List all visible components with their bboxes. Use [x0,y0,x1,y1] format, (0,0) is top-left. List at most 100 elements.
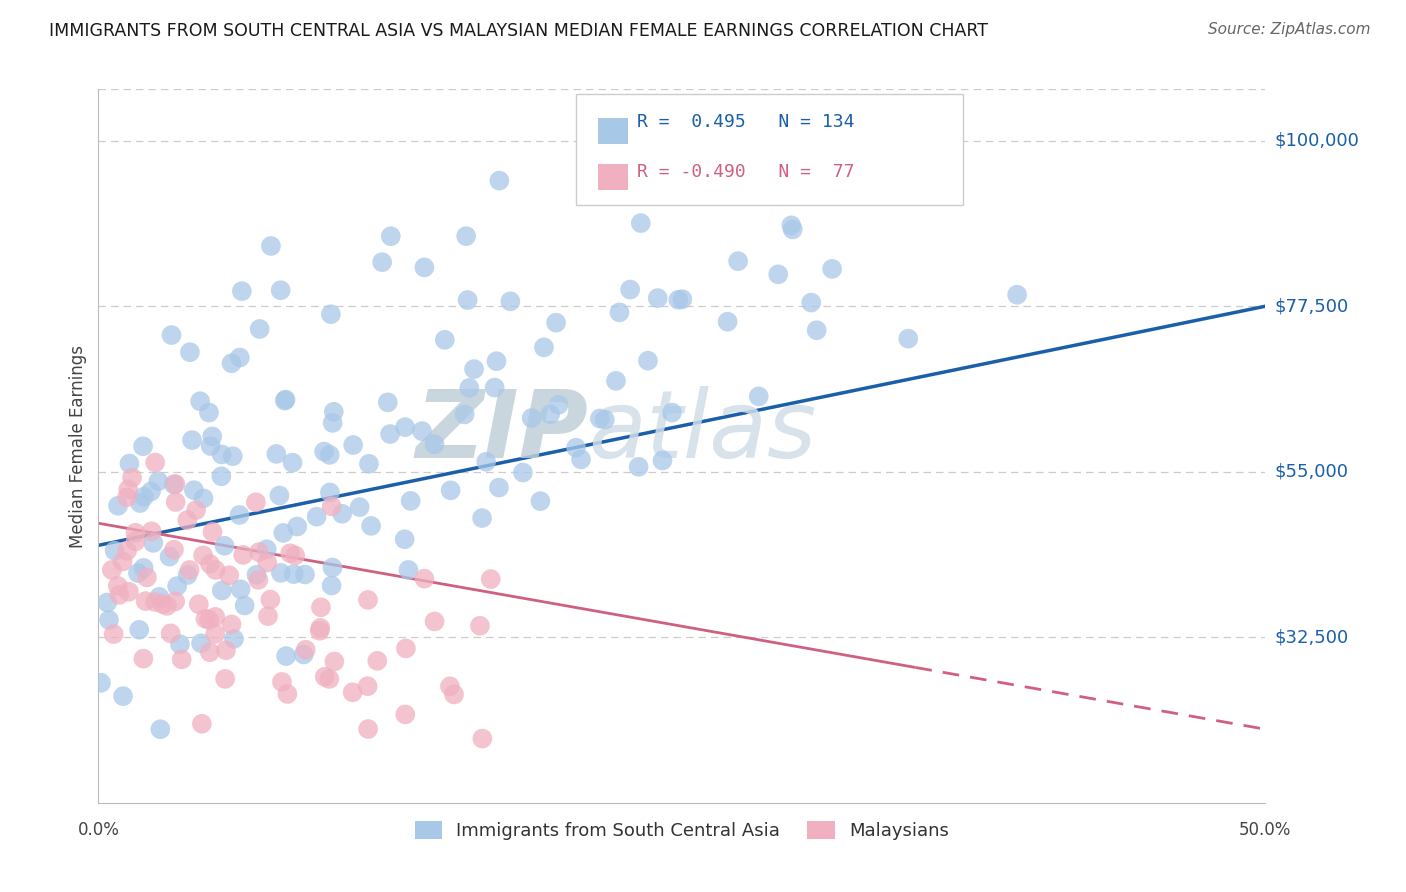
Point [191,716,214,731]
Text: 0.0%: 0.0% [77,822,120,839]
Point [274,649,297,664]
Point [318,448,340,462]
Point [394,533,416,547]
Point [169,637,191,651]
Point [330,507,353,521]
Point [160,328,183,343]
Point [132,439,155,453]
Point [565,441,588,455]
Point [274,393,297,408]
Point [211,583,233,598]
Point [90,675,112,690]
Point [96,595,118,609]
Point [156,599,179,613]
Point [270,566,292,580]
Point [294,567,316,582]
Point [98,613,121,627]
Point [200,439,222,453]
Point [232,548,254,562]
Text: $32,500: $32,500 [1275,628,1348,647]
Point [165,594,187,608]
Point [152,597,174,611]
Point [433,333,456,347]
Point [214,672,236,686]
Point [148,474,170,488]
Point [309,621,332,635]
Point [439,679,461,693]
Point [666,293,689,307]
Point [245,495,267,509]
Point [193,491,215,506]
Point [766,268,789,282]
Point [394,420,416,434]
Point [321,500,343,514]
Point [233,599,256,613]
Point [124,525,146,540]
Point [135,570,157,584]
Point [142,536,165,550]
Point [211,447,233,461]
Point [249,322,271,336]
Point [170,652,193,666]
Point [533,340,555,354]
Point [309,600,332,615]
Point [609,305,631,319]
Point [458,381,481,395]
Point [222,632,245,646]
Point [748,389,770,403]
Point [194,612,217,626]
Point [111,554,134,568]
Point [782,222,804,236]
Point [342,438,364,452]
Point [229,351,252,365]
Point [605,374,627,388]
Point [247,545,270,559]
Point [266,447,288,461]
Point [198,557,221,571]
Point [322,416,344,430]
Point [259,592,281,607]
Point [716,315,738,329]
Point [357,722,380,736]
Point [176,568,198,582]
Point [270,283,292,297]
Text: Source: ZipAtlas.com: Source: ZipAtlas.com [1208,22,1371,37]
Point [319,307,342,321]
Point [231,284,253,298]
Point [671,292,693,306]
Point [215,643,238,657]
Point [256,556,278,570]
Point [488,481,510,495]
Point [593,412,616,426]
Point [479,572,502,586]
Point [380,229,402,244]
Text: $55,000: $55,000 [1275,463,1348,481]
Point [179,563,201,577]
Point [128,623,150,637]
Point [278,546,301,560]
Point [228,508,250,522]
Point [589,411,612,425]
Point [366,654,388,668]
Point [360,519,382,533]
Point [117,483,139,497]
Text: IMMIGRANTS FROM SOUTH CENTRAL ASIA VS MALAYSIAN MEDIAN FEMALE EARNINGS CORRELATI: IMMIGRANTS FROM SOUTH CENTRAL ASIA VS MA… [49,22,988,40]
Point [139,484,162,499]
Point [209,469,232,483]
Point [159,549,181,564]
Point [127,566,149,580]
Point [269,488,291,502]
Point [394,707,416,722]
Point [342,685,364,699]
Point [318,672,340,686]
Point [121,471,143,485]
Point [294,642,316,657]
Point [357,593,380,607]
Point [538,407,561,421]
Point [257,609,280,624]
Point [163,477,186,491]
Point [201,524,224,539]
Point [183,483,205,498]
Point [143,455,166,469]
Point [413,260,436,275]
